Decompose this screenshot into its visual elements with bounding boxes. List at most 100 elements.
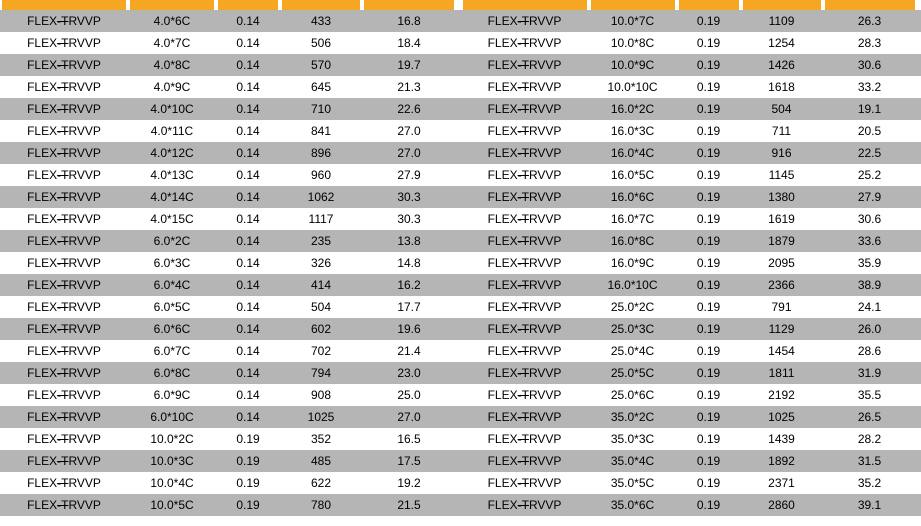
cell-model: FLEX-TRVVP [461,11,589,31]
cell-value3: 0.14 [216,33,280,53]
cell-value4: 433 [280,11,362,31]
table-row: FLEX-TRVVP16.0*5C0.19114525.2 [461,164,921,186]
cell-spec: 4.0*13C [128,165,216,185]
cell-value5: 28.6 [823,341,917,361]
cell-value5: 31.5 [823,451,917,471]
cell-model: FLEX-TRVVP [461,297,589,317]
cell-value4: 702 [280,341,362,361]
cell-value3: 0.19 [677,297,741,317]
table-row: FLEX-TRVVP35.0*2C0.19102526.5 [461,406,921,428]
cell-value4: 485 [280,451,362,471]
cell-model: FLEX-TRVVP [0,55,128,75]
cell-spec: 4.0*11C [128,121,216,141]
cell-value4: 1129 [741,319,823,339]
cell-value3: 0.14 [216,11,280,31]
cell-spec: 10.0*3C [128,451,216,471]
table-row: FLEX-TRVVP4.0*9C0.1464521.3 [0,76,461,98]
cell-value3: 0.19 [677,165,741,185]
cell-model: FLEX-TRVVP [0,319,128,339]
cell-value3: 0.19 [677,429,741,449]
cell-value4: 352 [280,429,362,449]
cell-model: FLEX-TRVVP [461,429,589,449]
cell-spec: 35.0*2C [589,407,677,427]
cell-spec: 6.0*9C [128,385,216,405]
cell-value4: 896 [280,143,362,163]
cell-value3: 0.19 [677,473,741,493]
cell-value4: 1811 [741,363,823,383]
cell-model: FLEX-TRVVP [461,407,589,427]
table-row: FLEX-TRVVP6.0*6C0.1460219.6 [0,318,461,340]
table-right-half: FLEX-TRVVP10.0*7C0.19110926.3FLEX-TRVVP1… [461,0,921,516]
header-cell [743,0,821,10]
cell-value3: 0.19 [677,55,741,75]
cell-value3: 0.19 [216,451,280,471]
header-cell [218,0,278,10]
cell-value5: 33.6 [823,231,917,251]
cell-value3: 0.19 [216,429,280,449]
cell-value5: 30.6 [823,55,917,75]
header-row-left [0,0,461,10]
cell-value3: 0.19 [216,473,280,493]
cell-value3: 0.14 [216,209,280,229]
cell-value4: 1619 [741,209,823,229]
cell-value5: 14.8 [362,253,456,273]
cell-value5: 26.3 [823,11,917,31]
table-row: FLEX-TRVVP6.0*7C0.1470221.4 [0,340,461,362]
cell-value3: 0.19 [677,341,741,361]
cell-value5: 23.0 [362,363,456,383]
cell-value5: 35.9 [823,253,917,273]
cell-value4: 570 [280,55,362,75]
table-row: FLEX-TRVVP6.0*9C0.1490825.0 [0,384,461,406]
cell-spec: 10.0*8C [589,33,677,53]
cell-value5: 16.5 [362,429,456,449]
cell-value4: 2366 [741,275,823,295]
cell-value3: 0.19 [677,451,741,471]
cell-spec: 6.0*8C [128,363,216,383]
cell-model: FLEX-TRVVP [0,341,128,361]
table-row: FLEX-TRVVP6.0*8C0.1479423.0 [0,362,461,384]
table-row: FLEX-TRVVP4.0*10C0.1471022.6 [0,98,461,120]
cell-value5: 27.0 [362,407,456,427]
table-row: FLEX-TRVVP4.0*15C0.14111730.3 [0,208,461,230]
cell-spec: 4.0*15C [128,209,216,229]
cell-value5: 30.3 [362,187,456,207]
cell-spec: 16.0*10C [589,275,677,295]
header-row-right [461,0,921,10]
cell-spec: 6.0*5C [128,297,216,317]
cell-model: FLEX-TRVVP [461,385,589,405]
header-cell [282,0,360,10]
cell-value5: 25.0 [362,385,456,405]
cell-spec: 6.0*2C [128,231,216,251]
cell-spec: 25.0*5C [589,363,677,383]
cell-value4: 235 [280,231,362,251]
cell-value4: 711 [741,121,823,141]
header-cell [591,0,675,10]
cell-value4: 908 [280,385,362,405]
cell-value4: 916 [741,143,823,163]
header-cell [2,0,126,10]
cell-value5: 27.9 [362,165,456,185]
cell-value4: 326 [280,253,362,273]
cell-model: FLEX-TRVVP [461,77,589,97]
cell-model: FLEX-TRVVP [0,253,128,273]
cell-value4: 780 [280,495,362,515]
cell-model: FLEX-TRVVP [0,33,128,53]
cell-value3: 0.14 [216,143,280,163]
table-left-half: FLEX-TRVVP4.0*6C0.1443316.8FLEX-TRVVP4.0… [0,0,461,516]
cell-value4: 1454 [741,341,823,361]
cell-model: FLEX-TRVVP [461,143,589,163]
cell-value4: 506 [280,33,362,53]
cell-value4: 2371 [741,473,823,493]
cell-model: FLEX-TRVVP [461,495,589,515]
table-row: FLEX-TRVVP4.0*7C0.1450618.4 [0,32,461,54]
cell-value5: 20.5 [823,121,917,141]
cell-value5: 35.2 [823,473,917,493]
cell-value3: 0.14 [216,99,280,119]
cell-model: FLEX-TRVVP [0,99,128,119]
cell-model: FLEX-TRVVP [461,165,589,185]
cell-value5: 16.8 [362,11,456,31]
cell-value4: 504 [280,297,362,317]
cell-value3: 0.19 [677,99,741,119]
cell-value5: 18.4 [362,33,456,53]
cell-value4: 1145 [741,165,823,185]
